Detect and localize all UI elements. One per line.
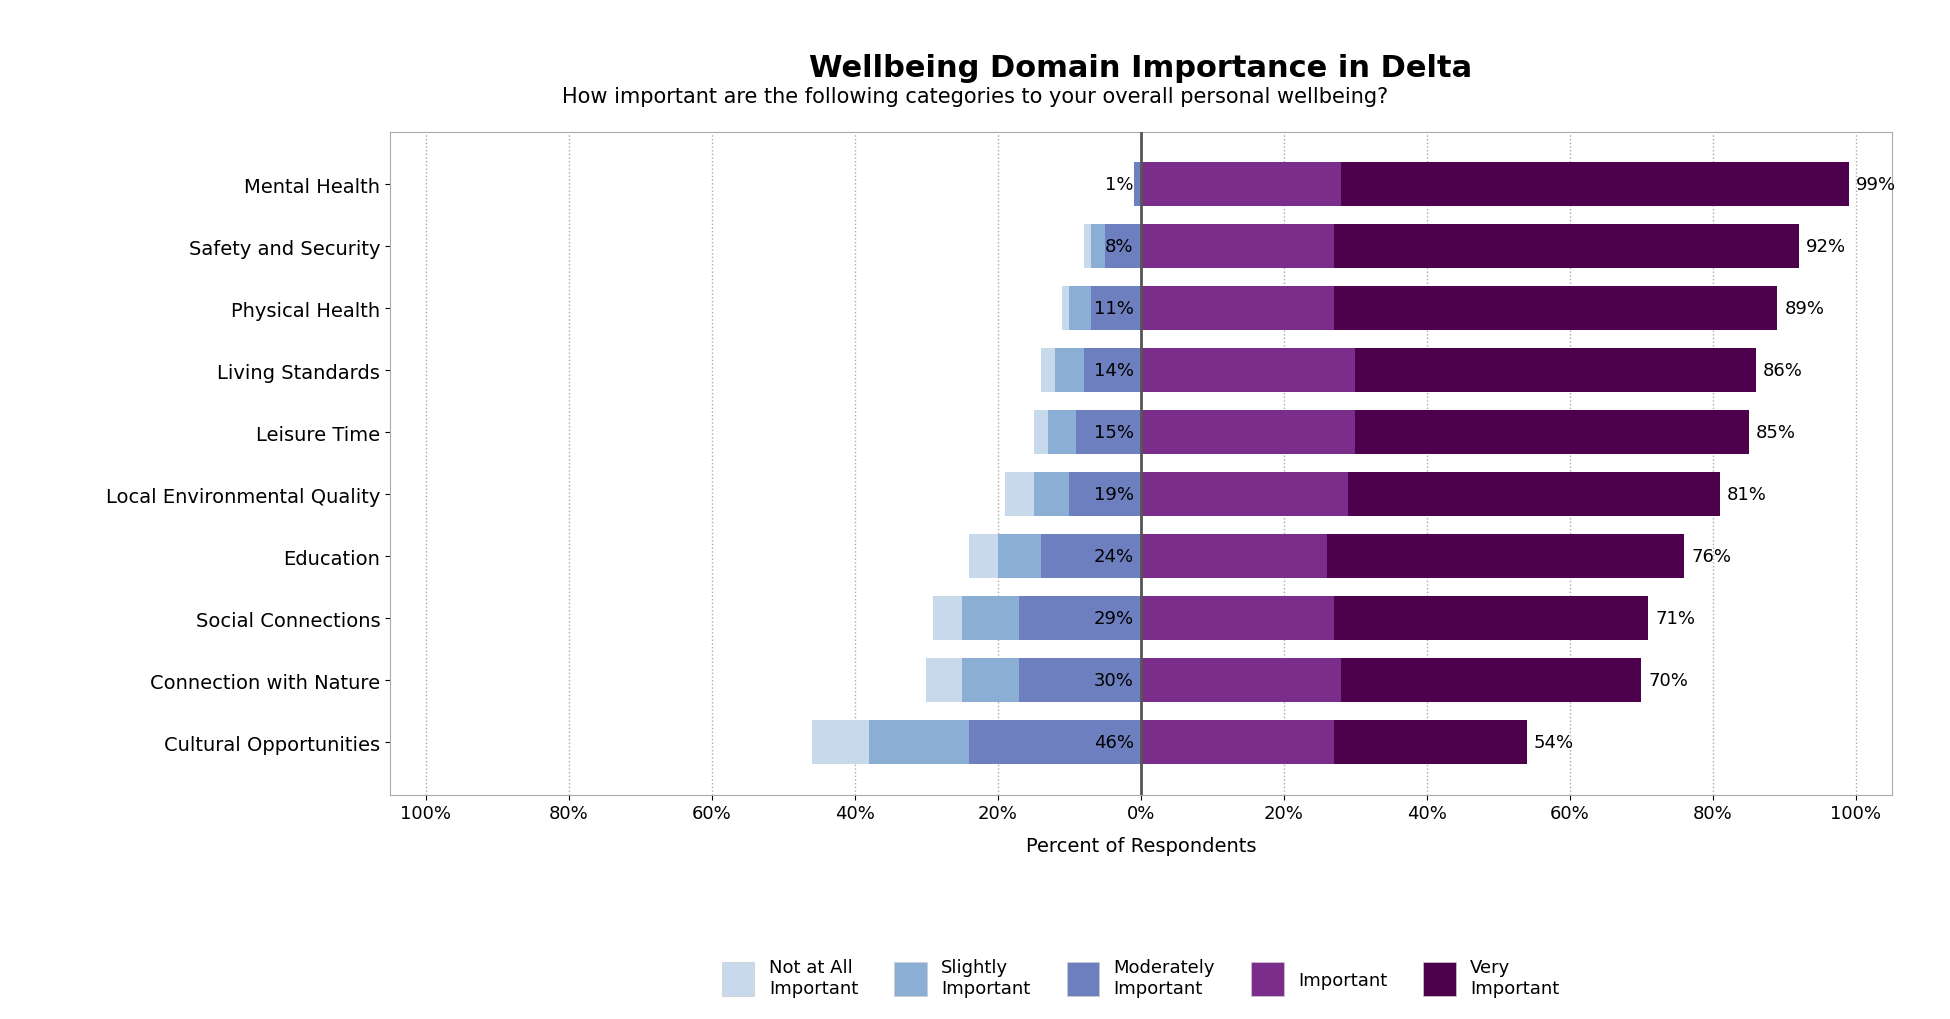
Bar [969, 720, 1141, 764]
Text: 86%: 86% [1763, 362, 1802, 380]
Text: 92%: 92% [1806, 237, 1847, 256]
Text: How important are the following categories to your overall personal wellbeing?: How important are the following categori… [562, 87, 1388, 107]
Bar [1090, 224, 1106, 269]
Bar [1347, 473, 1720, 517]
Bar [1055, 348, 1084, 393]
Bar [1141, 658, 1342, 703]
Bar [1004, 473, 1034, 517]
Bar [1041, 348, 1055, 393]
Bar [1141, 286, 1334, 331]
Bar [961, 658, 1020, 703]
Text: 81%: 81% [1728, 486, 1767, 503]
Text: 99%: 99% [1856, 176, 1895, 194]
Bar [1141, 163, 1342, 207]
Bar [969, 534, 998, 579]
Bar [1334, 596, 1648, 641]
Text: 30%: 30% [1094, 672, 1133, 690]
Bar [1141, 224, 1334, 269]
Bar [1141, 411, 1355, 454]
Bar [1076, 411, 1141, 454]
Bar [1020, 596, 1141, 641]
Text: 76%: 76% [1691, 547, 1732, 566]
Bar [926, 658, 961, 703]
Text: 8%: 8% [1106, 237, 1133, 256]
Text: 11%: 11% [1094, 300, 1133, 318]
Bar [998, 534, 1041, 579]
Bar [1069, 473, 1141, 517]
Bar [1090, 286, 1141, 331]
Bar [1141, 720, 1334, 764]
Bar [1041, 534, 1141, 579]
Bar [1034, 411, 1047, 454]
Text: 70%: 70% [1648, 672, 1689, 690]
Text: 46%: 46% [1094, 734, 1133, 751]
Bar [1084, 348, 1141, 393]
Bar [1334, 224, 1798, 269]
Bar [1106, 224, 1141, 269]
Text: 89%: 89% [1784, 300, 1825, 318]
Bar [1342, 658, 1642, 703]
Text: 19%: 19% [1094, 486, 1133, 503]
Bar [1355, 411, 1749, 454]
Bar [1141, 348, 1355, 393]
Text: 24%: 24% [1094, 547, 1133, 566]
Bar [1141, 473, 1347, 517]
Text: 85%: 85% [1755, 424, 1796, 441]
Text: 1%: 1% [1106, 176, 1133, 194]
Title: Wellbeing Domain Importance in Delta: Wellbeing Domain Importance in Delta [809, 54, 1472, 83]
Bar [1326, 534, 1685, 579]
Text: 71%: 71% [1656, 609, 1696, 628]
Text: 14%: 14% [1094, 362, 1133, 380]
X-axis label: Percent of Respondents: Percent of Respondents [1026, 837, 1256, 855]
Bar [1020, 658, 1141, 703]
Text: 29%: 29% [1094, 609, 1133, 628]
Legend: Not at All
Important, Slightly
Important, Moderately
Important, Important, Very
: Not at All Important, Slightly Important… [716, 951, 1566, 1005]
Bar [1334, 286, 1776, 331]
Bar [1141, 596, 1334, 641]
Text: 15%: 15% [1094, 424, 1133, 441]
Bar [1047, 411, 1076, 454]
Bar [1034, 473, 1069, 517]
Bar [1141, 534, 1326, 579]
Bar [1084, 224, 1090, 269]
Text: 54%: 54% [1535, 734, 1574, 751]
Bar [1342, 163, 1849, 207]
Bar [870, 720, 969, 764]
Bar [1355, 348, 1755, 393]
Bar [811, 720, 870, 764]
Bar [1069, 286, 1090, 331]
Bar [1063, 286, 1069, 331]
Bar [934, 596, 961, 641]
Bar [961, 596, 1020, 641]
Bar [1133, 163, 1141, 207]
Bar [1334, 720, 1527, 764]
